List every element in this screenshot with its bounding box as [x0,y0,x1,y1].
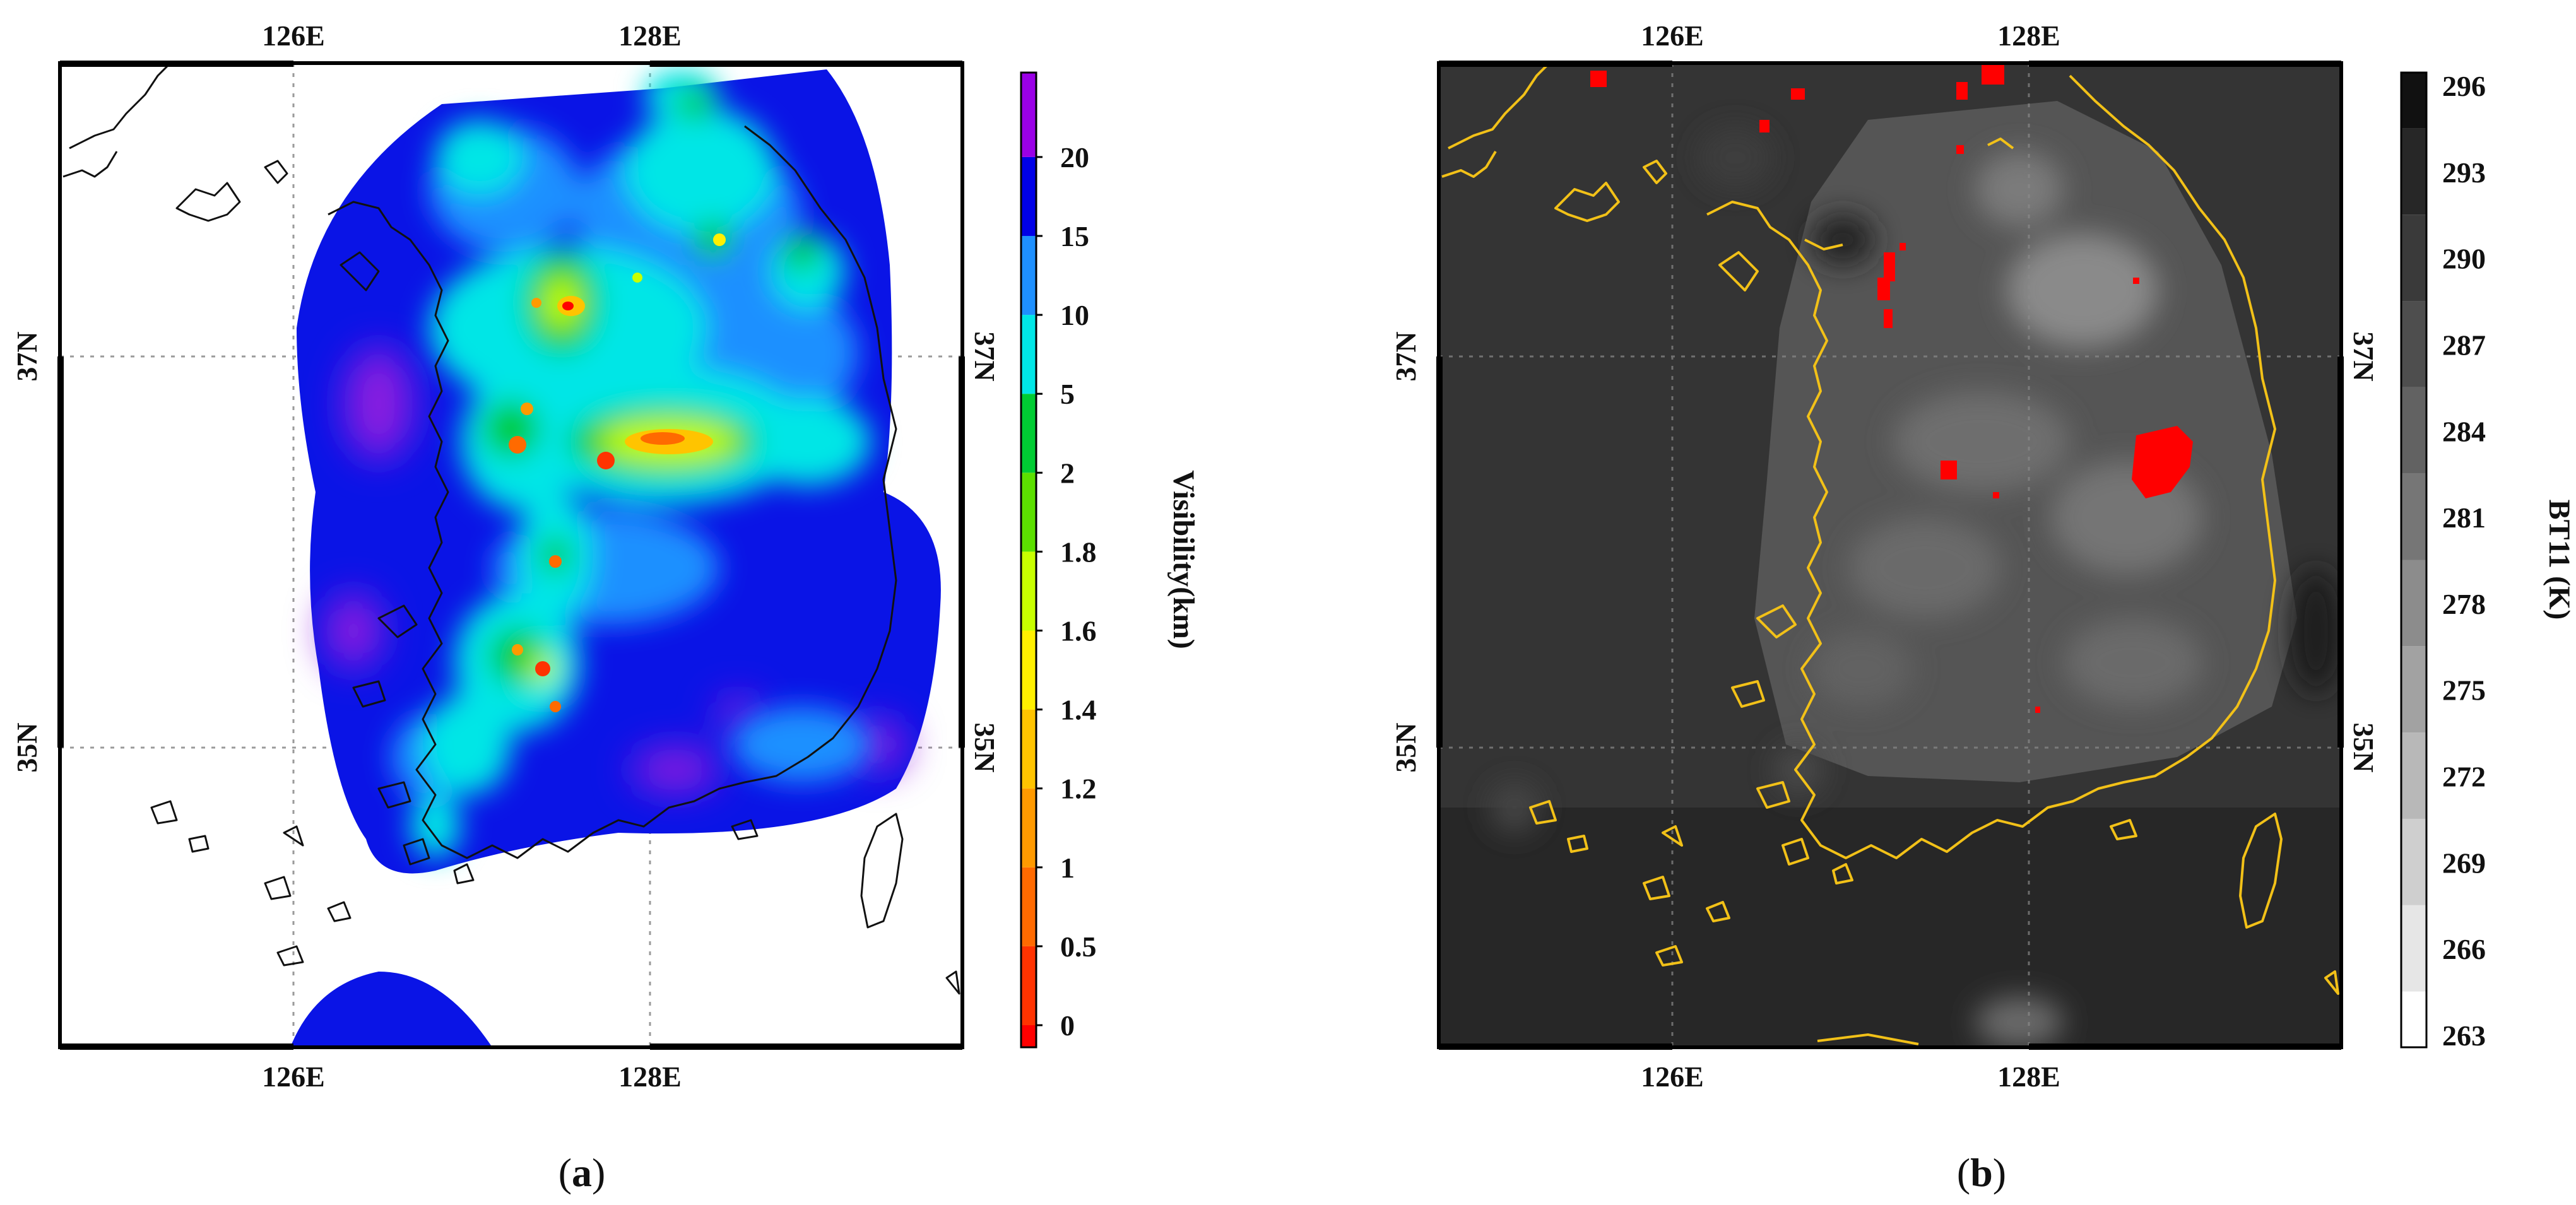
caption-a: (a) [558,1150,606,1195]
colorbar-b-band [2401,732,2426,819]
colorbar-b-tick-label: 266 [2442,933,2486,965]
lon-bottom-b-0: 126E [1641,1061,1704,1093]
colorbar-b-band [2401,473,2426,560]
lat-right-b-0: 37N [2348,331,2380,381]
colorbar-b-band [2401,73,2426,129]
colorbar-a-band [1021,630,1036,710]
colorbar-b-band [2401,387,2426,474]
colorbar-a-tick-label: 15 [1060,220,1089,252]
lon-top-a-0: 126E [262,20,325,52]
visibility-field [290,69,941,1047]
lat-left-a-0: 37N [11,331,43,381]
panel-b: 126E 128E 126E 128E 37N 35N 37N 35N 2632… [1390,20,2576,1195]
colorbar-b-tick-label: 284 [2442,415,2486,447]
colorbar-a-tick-label: 1.8 [1060,536,1097,568]
colorbar-a-band [1021,73,1036,157]
colorbar-b-tick-label: 263 [2442,1020,2486,1052]
fog-marks [1590,64,2193,713]
lat-right-b-1: 35N [2348,722,2380,772]
colorbar-a-band [1021,473,1036,552]
colorbar-a-band [1021,946,1036,1025]
colorbar-a-band [1021,315,1036,394]
lat-right-a-1: 35N [969,722,1001,772]
colorbar-a: 0 0.5 1 1.2 1.4 1.6 1.8 2 5 10 15 20 Visibility(km) [1020,71,1200,1049]
lon-top-a-1: 128E [618,20,682,52]
lat-left-a-1: 35N [11,722,43,772]
lat-left-b-0: 37N [1390,331,1422,381]
colorbar-b-band [2401,560,2426,647]
low-visibility-spots [509,233,726,712]
lon-top-b-0: 126E [1641,20,1704,52]
lat-right-a-0: 37N [969,331,1001,381]
colorbar-a-band [1021,156,1036,236]
colorbar-b-tick-label: 290 [2442,243,2486,275]
colorbar-a-tick-label: 5 [1060,378,1075,410]
colorbar-a-band [1021,235,1036,315]
colorbar-a-tick-label: 10 [1060,299,1089,331]
colorbar-a-title: Visibility(km) [1167,470,1200,649]
colorbar-a-tick-label: 2 [1060,457,1075,489]
colorbar-a-band [1021,867,1036,946]
colorbar-a-band [1021,709,1036,789]
colorbar-b-tick-label: 296 [2442,70,2486,102]
frame-ticks-a [57,61,965,1050]
colorbar-a-band [1021,788,1036,867]
frame-ticks-b [1436,61,2344,1050]
gridlines-b [1439,63,2341,1047]
colorbar-b-tick-label: 269 [2442,847,2486,879]
bt11-field [1439,63,2341,1047]
colorbar-a-tick-label: 1.2 [1060,773,1097,805]
colorbar-b-tick-label: 278 [2442,588,2486,620]
lon-top-b-1: 128E [1997,20,2060,52]
colorbar-b-tick-label: 287 [2442,329,2486,361]
colorbar-b: 263 266 269 272 275 278 281 284 287 290 293 296 BT1… [2400,70,2576,1052]
visibility-domain-south [290,972,492,1047]
lon-bottom-b-1: 128E [1997,1061,2060,1093]
colorbar-b-band [2401,646,2426,733]
lon-bottom-a-1: 128E [618,1061,682,1093]
colorbar-b-band [2401,991,2426,1047]
colorbar-a-tick-label: 0.5 [1060,931,1097,963]
colorbar-b-band [2401,818,2426,905]
colorbar-b-tick-label: 275 [2442,674,2486,707]
caption-b: (b) [1957,1150,2006,1195]
colorbar-b-tick-label: 281 [2442,502,2486,534]
colorbar-b-band [2401,905,2426,992]
colorbar-a-tick-label: 1.6 [1060,614,1097,647]
colorbar-b-title: BT11 (K) [2543,500,2576,620]
colorbar-a-band [1021,1025,1036,1047]
lon-bottom-a-0: 126E [262,1061,325,1093]
colorbar-b-band [2401,301,2426,387]
lat-left-b-1: 35N [1390,722,1422,772]
colorbar-a-tick-label: 1 [1060,852,1075,884]
colorbar-b-tick-label: 272 [2442,761,2486,793]
colorbar-a-tick-label: 0 [1060,1009,1075,1042]
colorbar-a-band [1021,551,1036,631]
colorbar-b-band [2401,128,2426,215]
colorbar-a-tick-label: 20 [1060,141,1089,173]
colorbar-b-band [2401,215,2426,302]
coastline-b [1441,63,2339,1045]
colorbar-a-tick-label: 1.4 [1060,694,1097,726]
coastline-a [62,63,960,995]
panel-a: 126E 128E 126E 128E 37N 35N 37N 35N 0 0.5… [11,20,1200,1195]
colorbar-b-tick-label: 293 [2442,156,2486,189]
colorbar-a-band [1021,394,1036,473]
